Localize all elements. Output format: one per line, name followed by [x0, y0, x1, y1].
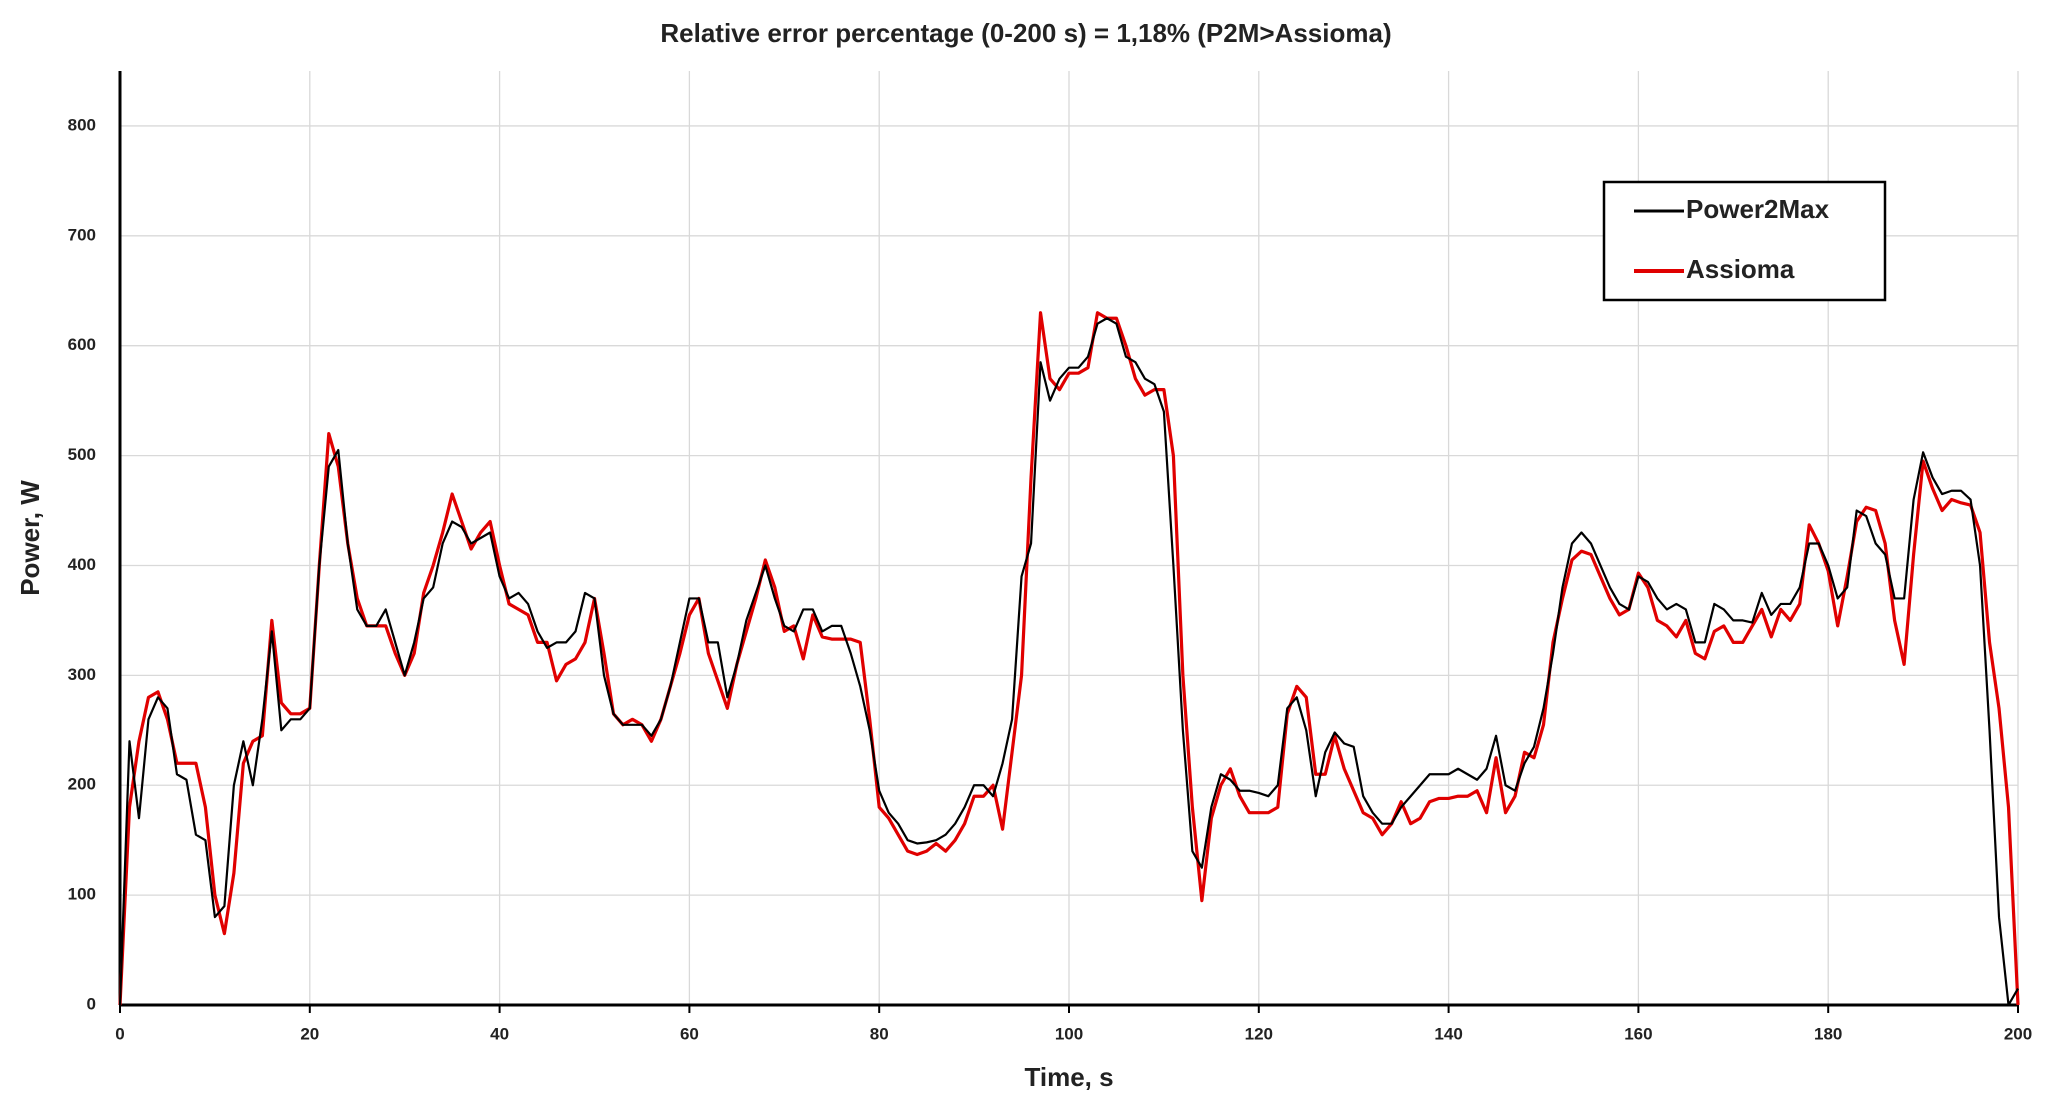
- x-tick-label: 0: [115, 1024, 124, 1043]
- x-tick-label: 180: [1814, 1024, 1842, 1043]
- y-tick-label: 300: [68, 665, 96, 684]
- x-tick-label: 20: [300, 1024, 319, 1043]
- legend-label: Power2Max: [1686, 194, 1830, 224]
- x-tick-label: 100: [1055, 1024, 1083, 1043]
- y-axis-label: Power, W: [15, 480, 45, 596]
- x-tick-label: 40: [490, 1024, 509, 1043]
- y-tick-label: 200: [68, 775, 96, 794]
- series-line: [118, 317, 2019, 1007]
- y-tick-label: 700: [68, 225, 96, 244]
- x-tick-label: 60: [680, 1024, 699, 1043]
- x-axis-label: Time, s: [1024, 1062, 1113, 1092]
- y-tick-label: 600: [68, 335, 96, 354]
- x-tick-label: 200: [2004, 1024, 2032, 1043]
- y-tick-label: 500: [68, 445, 96, 464]
- y-tick-label: 100: [68, 885, 96, 904]
- legend-box: [1602, 180, 1887, 302]
- y-tick-label: 0: [87, 994, 96, 1013]
- chart-title: Relative error percentage (0-200 s) = 1,…: [660, 18, 1391, 48]
- legend-label: Assioma: [1686, 254, 1795, 284]
- x-tick-label: 120: [1245, 1024, 1273, 1043]
- x-tick-label: 140: [1434, 1024, 1462, 1043]
- y-tick-label: 400: [68, 555, 96, 574]
- x-tick-label: 80: [870, 1024, 889, 1043]
- x-tick-label: 160: [1624, 1024, 1652, 1043]
- series-line: [118, 311, 2020, 1006]
- y-tick-label: 800: [68, 115, 96, 134]
